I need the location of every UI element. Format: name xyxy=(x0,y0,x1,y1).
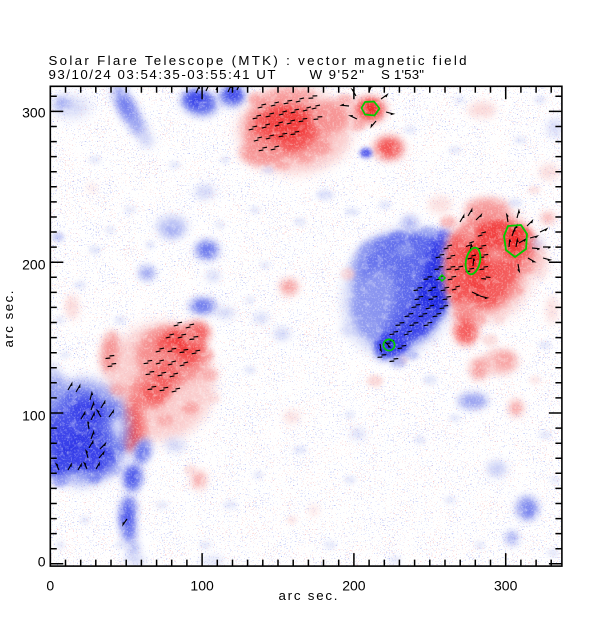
svg-text:Solar Flare Telescope (MTK) :: Solar Flare Telescope (MTK) : vector mag… xyxy=(49,53,467,68)
svg-text:0: 0 xyxy=(46,578,54,594)
svg-text:300: 300 xyxy=(22,105,46,121)
svg-text:100: 100 xyxy=(190,578,214,594)
svg-text:93/10/24 03:54:35-03:55:41 UT: 93/10/24 03:54:35-03:55:41 UT xyxy=(49,67,276,82)
svg-text:200: 200 xyxy=(22,257,46,273)
svg-text:arc sec.: arc sec. xyxy=(1,291,16,348)
svg-text:200: 200 xyxy=(342,578,366,594)
svg-text:S 1'53": S 1'53" xyxy=(381,67,424,82)
svg-text:100: 100 xyxy=(22,407,46,423)
svg-text:W 9'52": W 9'52" xyxy=(310,67,365,82)
svg-text:300: 300 xyxy=(494,578,518,594)
svg-text:0: 0 xyxy=(38,554,46,570)
svg-text:arc sec.: arc sec. xyxy=(279,588,338,603)
